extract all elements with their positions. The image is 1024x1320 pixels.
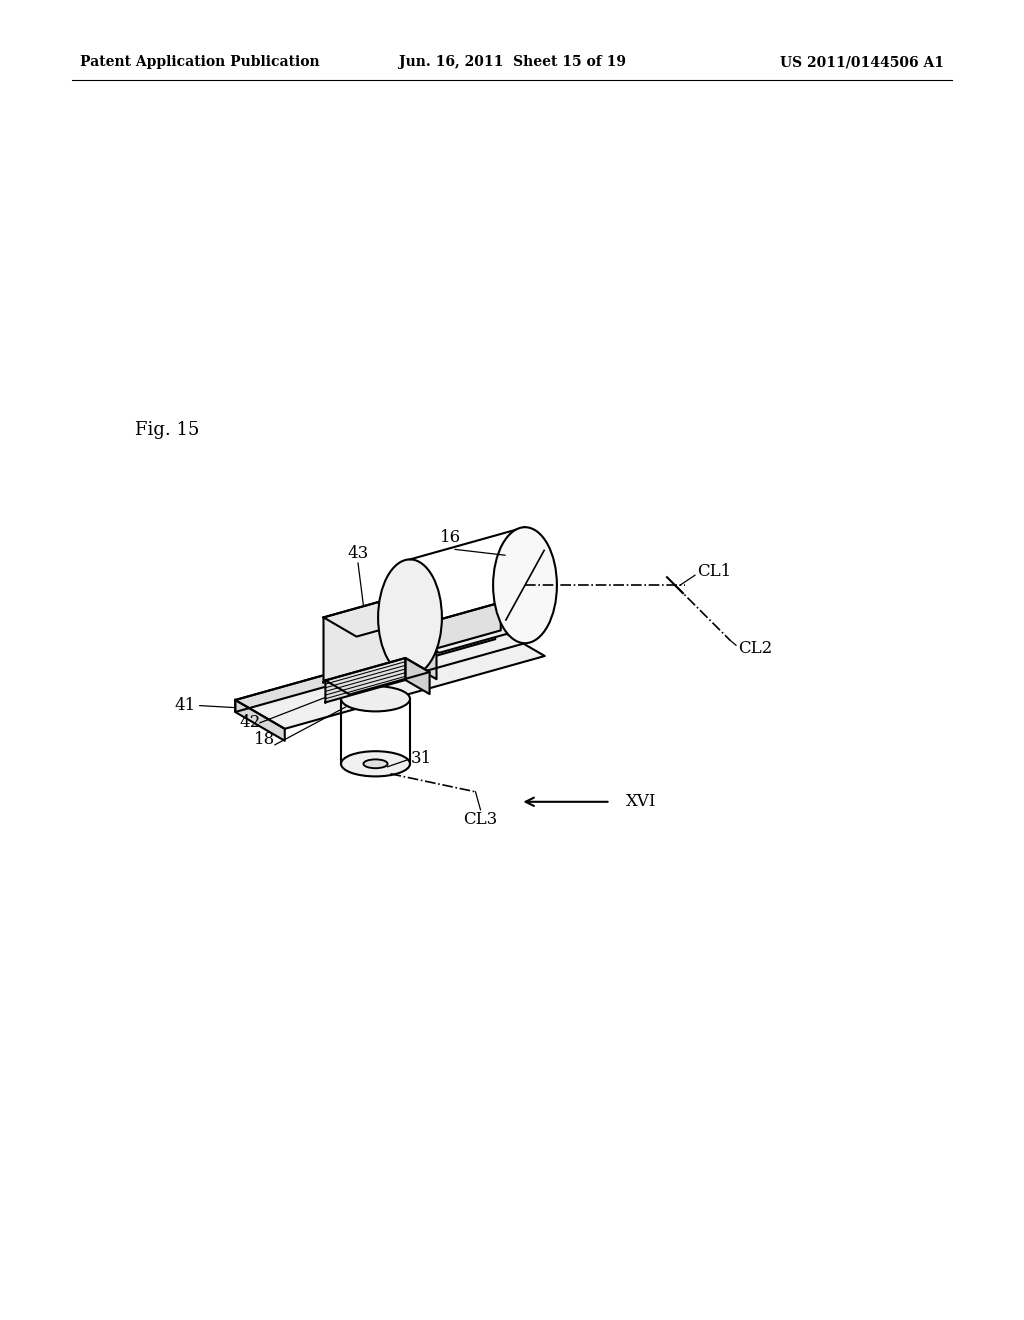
Text: 31: 31 <box>411 750 432 767</box>
Text: 16: 16 <box>439 529 461 546</box>
Polygon shape <box>326 657 430 694</box>
Polygon shape <box>236 627 545 729</box>
Polygon shape <box>236 627 496 711</box>
Text: Fig. 15: Fig. 15 <box>135 421 200 440</box>
Ellipse shape <box>378 560 442 676</box>
Text: CL3: CL3 <box>464 812 498 829</box>
Polygon shape <box>406 657 430 694</box>
Polygon shape <box>326 657 406 702</box>
Ellipse shape <box>364 759 387 768</box>
Text: 43: 43 <box>347 544 369 561</box>
Text: Patent Application Publication: Patent Application Publication <box>80 55 319 69</box>
Polygon shape <box>403 595 436 680</box>
Ellipse shape <box>494 527 557 643</box>
Text: XVI: XVI <box>626 793 656 810</box>
Text: Jun. 16, 2011  Sheet 15 of 19: Jun. 16, 2011 Sheet 15 of 19 <box>398 55 626 69</box>
Polygon shape <box>400 602 540 653</box>
Polygon shape <box>324 595 436 636</box>
Text: 42: 42 <box>240 714 260 731</box>
Ellipse shape <box>341 686 410 711</box>
Text: US 2011/0144506 A1: US 2011/0144506 A1 <box>780 55 944 69</box>
Text: CL1: CL1 <box>697 562 731 579</box>
Polygon shape <box>236 700 285 741</box>
Ellipse shape <box>341 751 410 776</box>
Text: CL2: CL2 <box>738 640 772 657</box>
Text: 18: 18 <box>254 731 275 748</box>
Text: 41: 41 <box>174 697 196 714</box>
Polygon shape <box>324 595 403 682</box>
Polygon shape <box>400 602 501 659</box>
